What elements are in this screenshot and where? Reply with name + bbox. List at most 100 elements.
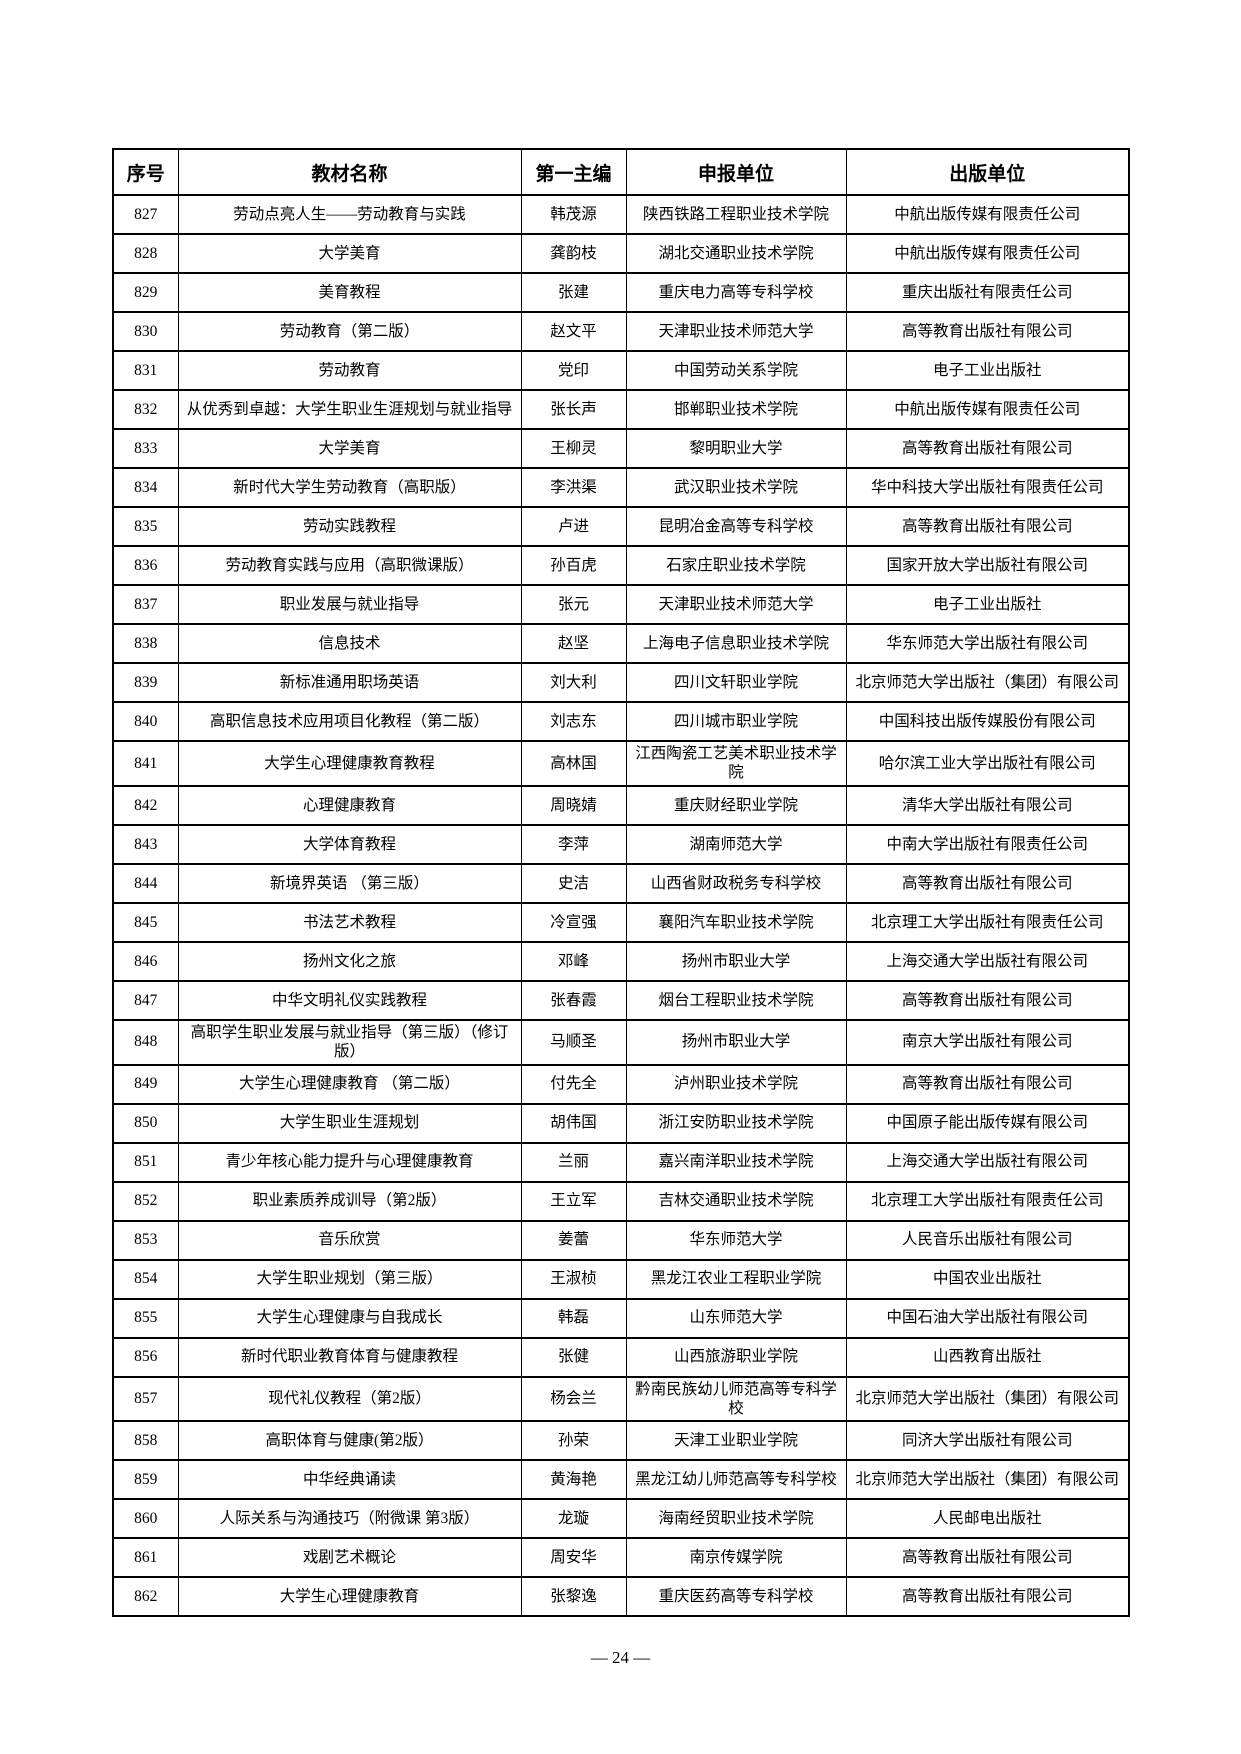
cell-applicant-unit: 石家庄职业技术学院 [625,545,847,586]
cell-textbook-name: 新时代职业教育体育与健康教程 [177,1336,522,1378]
table-row: 837 职业发展与就业指导 张元 天津职业技术师范大学 电子工业出版社 [112,584,1130,625]
cell-index: 839 [112,662,179,703]
cell-publisher-unit: 上海交通大学出版社有限公司 [845,1141,1130,1183]
cell-textbook-name: 高职学生职业发展与就业指导（第三版）（修订版） [177,1018,522,1066]
table-row: 858 高职体育与健康(第2版） 孙荣 天津工业职业学院 同济大学出版社有限公司 [112,1420,1130,1462]
table-row: 840 高职信息技术应用项目化教程（第二版） 刘志东 四川城市职业学院 中国科技… [112,701,1130,742]
cell-publisher-unit: 中国农业出版社 [845,1258,1130,1300]
cell-textbook-name: 新境界英语 （第三版） [177,862,522,904]
table-row: 851 青少年核心能力提升与心理健康教育 兰丽 嘉兴南洋职业技术学院 上海交通大… [112,1141,1130,1183]
table-row: 835 劳动实践教程 卢进 昆明冶金高等专科学校 高等教育出版社有限公司 [112,506,1130,547]
cell-chief-editor: 党印 [520,350,627,391]
cell-publisher-unit: 山西教育出版社 [845,1336,1130,1378]
cell-textbook-name: 劳动教育（第二版） [177,311,522,352]
cell-textbook-name: 书法艺术教程 [177,901,522,943]
cell-publisher-unit: 中国原子能出版传媒有限公司 [845,1102,1130,1144]
cell-chief-editor: 周晓婧 [520,784,627,826]
table-row: 832 从优秀到卓越：大学生职业生涯规划与就业指导 张长声 邯郸职业技术学院 中… [112,389,1130,430]
table-row: 836 劳动教育实践与应用（高职微课版） 孙百虎 石家庄职业技术学院 国家开放大… [112,545,1130,586]
cell-applicant-unit: 襄阳汽车职业技术学院 [625,901,847,943]
cell-publisher-unit: 高等教育出版社有限公司 [845,428,1130,469]
cell-applicant-unit: 湖南师范大学 [625,823,847,865]
cell-textbook-name: 劳动点亮人生——劳动教育与实践 [177,194,522,235]
cell-publisher-unit: 国家开放大学出版社有限公司 [845,545,1130,586]
cell-textbook-name: 高职体育与健康(第2版） [177,1420,522,1462]
cell-publisher-unit: 北京师范大学出版社（集团）有限公司 [845,662,1130,703]
cell-index: 856 [112,1336,179,1378]
cell-textbook-name: 大学美育 [177,233,522,274]
cell-index: 830 [112,311,179,352]
cell-chief-editor: 孙百虎 [520,545,627,586]
cell-applicant-unit: 四川城市职业学院 [625,701,847,742]
cell-index: 858 [112,1420,179,1462]
cell-textbook-name: 大学生心理健康与自我成长 [177,1297,522,1339]
cell-index: 840 [112,701,179,742]
cell-applicant-unit: 扬州市职业大学 [625,1018,847,1066]
cell-applicant-unit: 嘉兴南洋职业技术学院 [625,1141,847,1183]
cell-index: 832 [112,389,179,430]
cell-index: 838 [112,623,179,664]
cell-chief-editor: 韩磊 [520,1297,627,1339]
cell-textbook-name: 人际关系与沟通技巧（附微课 第3版） [177,1498,522,1540]
cell-applicant-unit: 黑龙江农业工程职业学院 [625,1258,847,1300]
cell-publisher-unit: 高等教育出版社有限公司 [845,1063,1130,1105]
cell-chief-editor: 赵文平 [520,311,627,352]
cell-index: 841 [112,740,179,787]
cell-applicant-unit: 黑龙江幼儿师范高等专科学校 [625,1459,847,1501]
cell-index: 857 [112,1375,179,1423]
cell-chief-editor: 杨会兰 [520,1375,627,1423]
table-row: 856 新时代职业教育体育与健康教程 张健 山西旅游职业学院 山西教育出版社 [112,1336,1130,1378]
cell-textbook-name: 高职信息技术应用项目化教程（第二版） [177,701,522,742]
column-header-index: 序号 [112,148,179,196]
cell-index: 849 [112,1063,179,1105]
column-header-textbook-name: 教材名称 [177,148,522,196]
cell-chief-editor: 张元 [520,584,627,625]
cell-applicant-unit: 海南经贸职业技术学院 [625,1498,847,1540]
cell-applicant-unit: 吉林交通职业技术学院 [625,1180,847,1222]
cell-applicant-unit: 陕西铁路工程职业技术学院 [625,194,847,235]
cell-chief-editor: 刘大利 [520,662,627,703]
cell-publisher-unit: 中航出版传媒有限责任公司 [845,233,1130,274]
cell-index: 843 [112,823,179,865]
cell-applicant-unit: 华东师范大学 [625,1219,847,1261]
cell-applicant-unit: 天津职业技术师范大学 [625,584,847,625]
cell-chief-editor: 王淑桢 [520,1258,627,1300]
cell-textbook-name: 现代礼仪教程（第2版） [177,1375,522,1423]
cell-applicant-unit: 邯郸职业技术学院 [625,389,847,430]
cell-publisher-unit: 同济大学出版社有限公司 [845,1420,1130,1462]
cell-index: 861 [112,1537,179,1579]
table-row: 849 大学生心理健康教育 （第二版） 付先全 泸州职业技术学院 高等教育出版社… [112,1063,1130,1105]
table-row: 828 大学美育 龚韵枝 湖北交通职业技术学院 中航出版传媒有限责任公司 [112,233,1130,274]
cell-textbook-name: 音乐欣赏 [177,1219,522,1261]
cell-index: 854 [112,1258,179,1300]
cell-chief-editor: 赵坚 [520,623,627,664]
table-row: 855 大学生心理健康与自我成长 韩磊 山东师范大学 中国石油大学出版社有限公司 [112,1297,1130,1339]
cell-index: 862 [112,1576,179,1618]
cell-chief-editor: 冷宣强 [520,901,627,943]
cell-chief-editor: 龚韵枝 [520,233,627,274]
cell-index: 829 [112,272,179,313]
cell-chief-editor: 孙荣 [520,1420,627,1462]
cell-chief-editor: 高林国 [520,740,627,787]
cell-applicant-unit: 重庆医药高等专科学校 [625,1576,847,1618]
cell-applicant-unit: 重庆电力高等专科学校 [625,272,847,313]
cell-textbook-name: 大学生心理健康教育 [177,1576,522,1618]
cell-chief-editor: 史洁 [520,862,627,904]
cell-publisher-unit: 华东师范大学出版社有限公司 [845,623,1130,664]
cell-publisher-unit: 高等教育出版社有限公司 [845,311,1130,352]
cell-applicant-unit: 天津工业职业学院 [625,1420,847,1462]
table-row: 844 新境界英语 （第三版） 史洁 山西省财政税务专科学校 高等教育出版社有限… [112,862,1130,904]
cell-chief-editor: 李萍 [520,823,627,865]
table-row: 852 职业素质养成训导（第2版） 王立军 吉林交通职业技术学院 北京理工大学出… [112,1180,1130,1222]
cell-chief-editor: 张健 [520,1336,627,1378]
cell-textbook-name: 劳动教育 [177,350,522,391]
cell-applicant-unit: 上海电子信息职业技术学院 [625,623,847,664]
cell-textbook-name: 信息技术 [177,623,522,664]
cell-index: 842 [112,784,179,826]
cell-applicant-unit: 天津职业技术师范大学 [625,311,847,352]
cell-chief-editor: 张春霞 [520,979,627,1021]
cell-index: 837 [112,584,179,625]
cell-chief-editor: 韩茂源 [520,194,627,235]
cell-textbook-name: 新标准通用职场英语 [177,662,522,703]
